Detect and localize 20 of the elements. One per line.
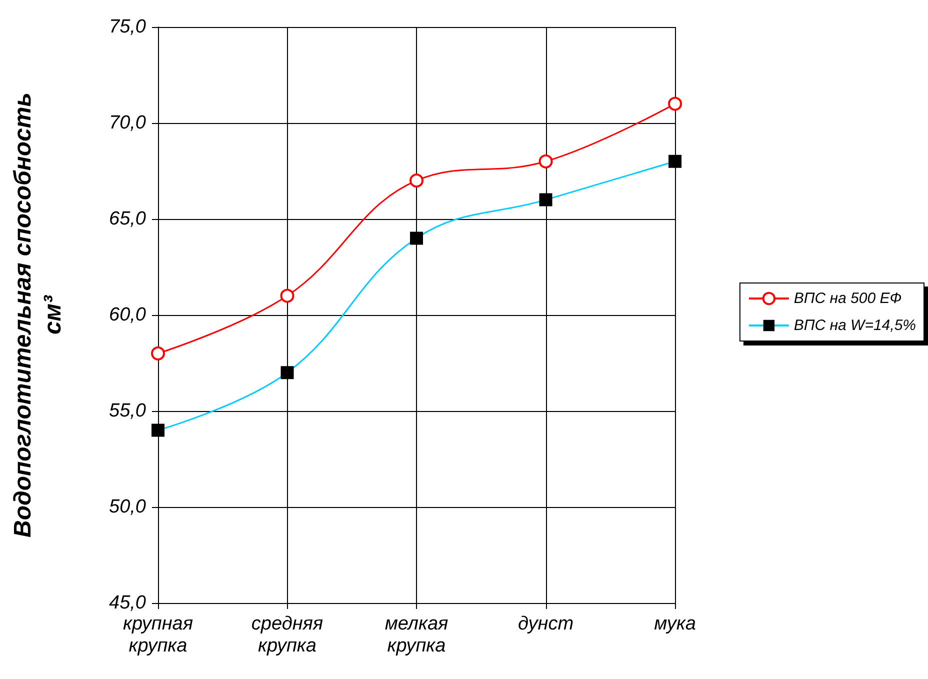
- y-axis-title: Водопоглотительная способность см³: [10, 92, 66, 538]
- y-tick-label: 75,0: [109, 16, 146, 38]
- x-tick-label: дунст: [518, 614, 574, 634]
- y-tick-label: 60,0: [109, 304, 146, 326]
- x-tick-label: крупная крупка: [122, 614, 194, 656]
- point: [668, 96, 682, 111]
- legend-label: ВПС на W=14,5%: [794, 317, 916, 334]
- y-tick-label: 50,0: [109, 496, 146, 518]
- point: [151, 346, 165, 360]
- y-tick-label: 65,0: [109, 208, 146, 230]
- point: [538, 154, 553, 168]
- x-tick-label: средняя крупка: [251, 614, 324, 656]
- point: [280, 288, 294, 303]
- legend-label: ВПС на 500 ЕФ: [794, 290, 902, 307]
- point: [410, 174, 424, 188]
- y-tick-label: 70,0: [109, 112, 146, 134]
- y-tick-label: 55,0: [109, 400, 146, 422]
- y-tick-label: 45,0: [109, 592, 146, 614]
- x-tick-label: мука: [654, 614, 696, 634]
- x-tick-label: мелкая крупка: [384, 614, 448, 656]
